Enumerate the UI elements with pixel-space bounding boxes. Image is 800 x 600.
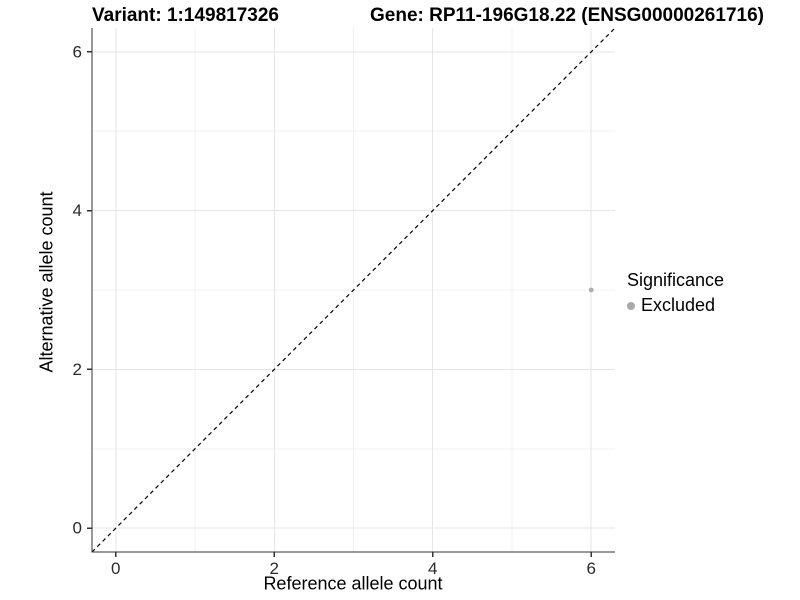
x-tick-label: 0: [111, 559, 120, 578]
y-tick-label: 6: [73, 42, 82, 61]
legend-point-icon: [627, 301, 635, 310]
x-tick-label: 6: [586, 559, 595, 578]
x-axis-title: Reference allele count: [263, 573, 443, 594]
x-tick-label: 2: [270, 559, 279, 578]
plot-panel: 0 2 4 6 0 2 4 6: [73, 27, 616, 578]
legend-title: Significance: [627, 270, 725, 290]
gene-title: Gene: RP11-196G18.22 (ENSG00000261716): [370, 5, 764, 26]
data-point: [588, 287, 594, 293]
axis-lines: [91, 28, 615, 553]
x-tick-label: 4: [428, 559, 437, 578]
y-tick-label: 4: [73, 201, 82, 220]
y-axis-title: Alternative allele count: [36, 191, 57, 373]
y-tick-label: 0: [73, 519, 82, 538]
legend: Significance Excluded: [627, 270, 724, 316]
y-tick-label: 2: [73, 360, 82, 379]
legend-item: Excluded: [627, 295, 724, 316]
variant-title: Variant: 1:149817326: [92, 5, 279, 26]
identity-line: [91, 27, 616, 553]
legend-item-label: Excluded: [641, 295, 716, 315]
